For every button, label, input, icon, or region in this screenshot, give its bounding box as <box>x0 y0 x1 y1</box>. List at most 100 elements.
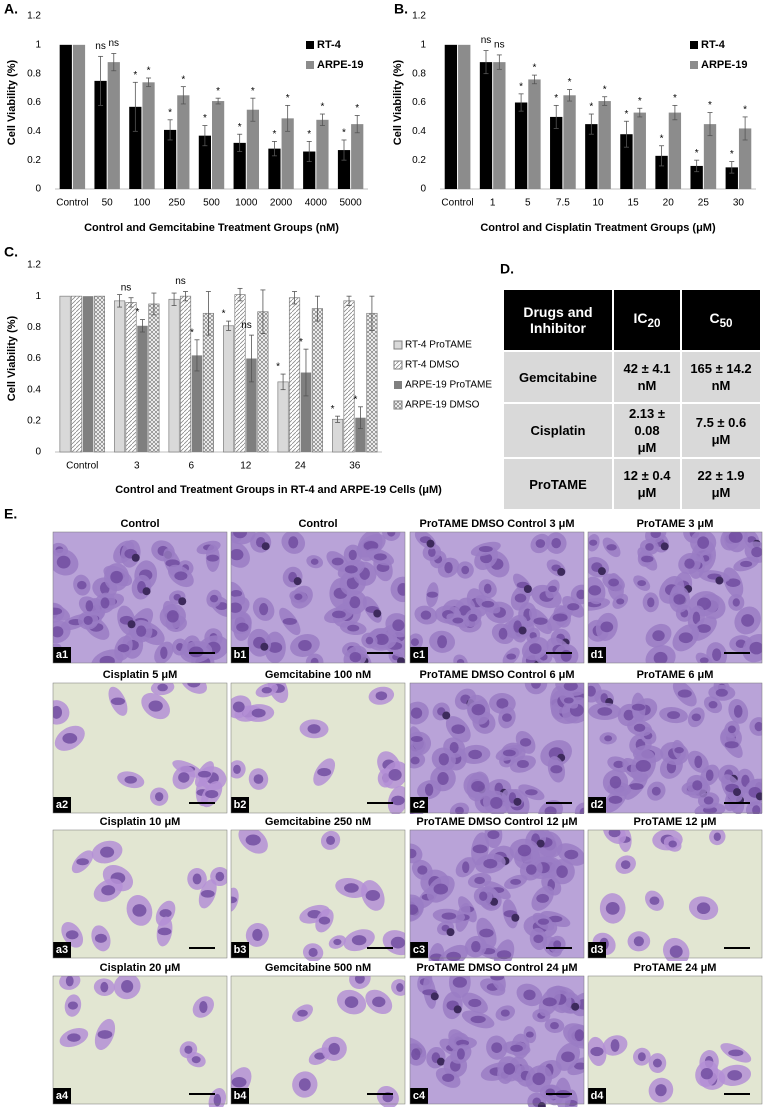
header-cell: C50 <box>680 288 762 352</box>
nucleus <box>633 723 646 732</box>
error-bar <box>226 320 232 331</box>
legend-label: ARPE-19 <box>701 59 747 71</box>
bar <box>107 62 120 190</box>
nucleus <box>65 976 74 987</box>
nucleus <box>641 555 654 563</box>
nucleus <box>233 764 241 774</box>
image-title: Gemcitabine 250 nM <box>265 816 371 828</box>
y-tick-label: 0.2 <box>27 415 41 426</box>
significance-label: * <box>673 93 677 104</box>
significance-label: * <box>743 105 747 116</box>
nucleus <box>633 936 644 947</box>
nucleus <box>298 1078 311 1091</box>
bar <box>198 135 211 189</box>
x-tick-label: 250 <box>168 198 185 209</box>
legend-swatch <box>690 61 698 69</box>
bar <box>655 155 668 189</box>
significance-label: ns <box>494 40 505 51</box>
x-tick-label: 7.5 <box>556 198 570 209</box>
nucleus <box>470 1015 486 1024</box>
nucleus <box>637 1052 646 1062</box>
nucleus <box>551 537 562 549</box>
table-cell: 42 ± 4.1 nM <box>612 350 682 404</box>
error-bar <box>260 289 266 334</box>
bar <box>142 82 155 189</box>
significance-label: * <box>276 362 280 373</box>
nucleus <box>231 590 243 598</box>
y-tick-label: 0.4 <box>412 126 426 137</box>
micrograph: b4 <box>231 976 405 1107</box>
x-tick-label: 1000 <box>235 198 258 209</box>
nucleus <box>267 642 283 653</box>
nucleus <box>53 705 63 719</box>
nucleus <box>728 532 743 543</box>
bar <box>246 109 259 189</box>
significance-label: * <box>603 84 607 95</box>
nucleus <box>121 980 134 993</box>
image-border <box>230 531 406 664</box>
y-tick-label: 0.4 <box>27 384 41 395</box>
y-tick-label: 0.2 <box>412 155 426 166</box>
y-tick-label: 0.8 <box>27 322 41 333</box>
nucleus <box>349 596 361 609</box>
image-title: ProTAME 24 μM <box>634 962 717 974</box>
nucleus <box>363 540 379 551</box>
dark-cell <box>523 584 532 593</box>
nucleus <box>479 891 488 901</box>
x-tick-label: 100 <box>134 198 151 209</box>
nucleus <box>616 598 625 605</box>
image-label-box <box>588 1088 606 1104</box>
micrograph: a1 <box>53 532 227 663</box>
significance-label: ns <box>121 282 132 293</box>
dark-cell <box>453 1005 462 1014</box>
image-label-box <box>53 647 71 663</box>
y-axis-label: Cell Viability (%) <box>6 315 18 401</box>
image-border <box>230 975 406 1105</box>
significance-label: * <box>299 337 303 348</box>
bar <box>311 308 323 453</box>
micrograph: a3 <box>53 830 227 958</box>
nucleus <box>645 543 654 551</box>
nucleus <box>252 928 263 941</box>
nucleus <box>433 883 449 895</box>
image-title: ProTAME 6 μM <box>637 669 714 681</box>
table-cell: 12 ± 0.4 μM <box>612 457 682 511</box>
image-title: ProTAME DMSO Control 6 μM <box>419 669 574 681</box>
image-label-box <box>231 797 249 813</box>
x-tick-label: 15 <box>628 198 640 209</box>
cell-line: nM <box>637 378 657 393</box>
image-label: b2 <box>234 799 247 811</box>
nucleus <box>231 602 242 613</box>
image-label: d4 <box>591 1090 605 1102</box>
nucleus <box>652 1058 662 1068</box>
nucleus <box>523 989 536 1001</box>
significance-label: * <box>532 63 536 74</box>
nucleus <box>310 558 319 565</box>
nucleus <box>452 617 464 624</box>
significance-label: * <box>554 93 558 104</box>
nucleus <box>628 783 644 790</box>
bar <box>300 372 312 452</box>
error-bar <box>707 112 713 137</box>
nucleus <box>692 780 703 791</box>
image-label-box <box>53 797 71 813</box>
x-tick-label: 2000 <box>270 198 293 209</box>
image-label-box <box>410 647 428 663</box>
bar <box>355 417 366 452</box>
nucleus <box>288 536 299 549</box>
error-bar <box>567 89 573 102</box>
dark-cell <box>430 992 439 1001</box>
nucleus <box>510 1044 523 1052</box>
x-tick-label: 50 <box>102 198 114 209</box>
nucleus <box>510 878 522 885</box>
error-bar <box>237 287 243 302</box>
bar <box>94 80 107 189</box>
error-bar <box>659 145 665 167</box>
nucleus <box>53 626 64 638</box>
nucleus <box>751 546 762 558</box>
image-label: c3 <box>413 944 425 956</box>
nucleus <box>85 600 94 612</box>
nucleus <box>148 700 163 712</box>
nucleus <box>331 557 344 566</box>
error-bar <box>357 406 363 430</box>
